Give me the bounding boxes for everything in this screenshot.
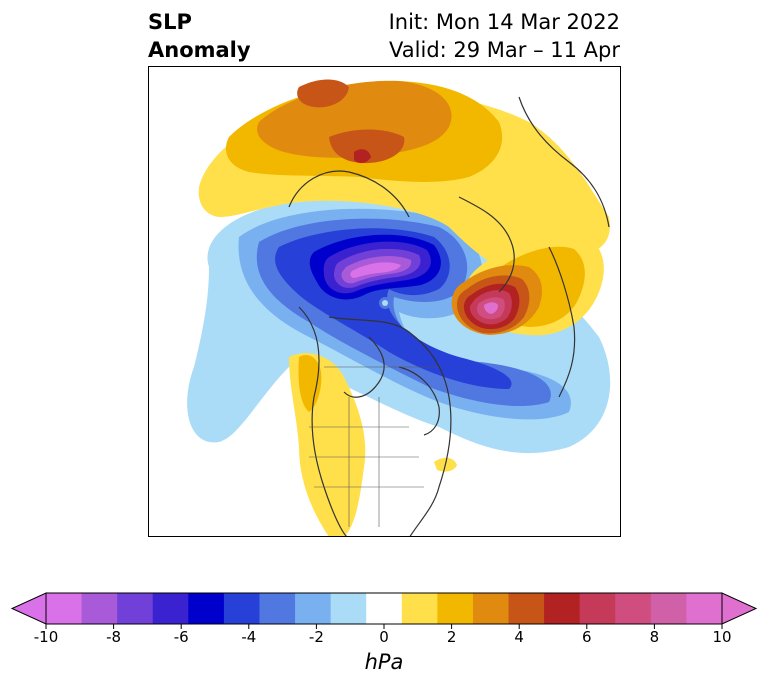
colorbar-segment (686, 593, 723, 624)
colorbar-segment (579, 593, 616, 624)
coastlines (288, 96, 610, 536)
colorbar-segment (152, 593, 189, 624)
state-borders (309, 366, 439, 527)
colorbar-tick-label: 0 (379, 628, 389, 646)
colorbar-tick-label: 8 (649, 628, 660, 646)
colorbar-segment (615, 593, 652, 624)
colorbar-tick-label: 6 (582, 628, 592, 646)
valid-range: Valid: 29 Mar – 11 Apr (389, 38, 620, 62)
contour-pos-4 (297, 79, 349, 108)
colorbar-tick-label: -2 (308, 628, 324, 646)
colorbar-extend-min (10, 592, 47, 625)
colorbar-extend-max (721, 592, 758, 625)
colorbar-segment (650, 593, 687, 624)
neutral-patch (149, 285, 171, 320)
small-low-core (382, 300, 388, 306)
init-date: Init: Mon 14 Mar 2022 (388, 10, 620, 34)
anomaly-map (148, 66, 621, 537)
colorbar-segment (330, 593, 367, 624)
title-right: Init: Mon 14 Mar 2022 Valid: 29 Mar – 11… (389, 8, 620, 64)
colorbar-segment (117, 593, 154, 624)
colorbar-segment (188, 593, 225, 624)
contour-pos-5 (354, 149, 371, 164)
map-svg (149, 79, 611, 536)
title-left: SLP Anomaly (148, 8, 251, 64)
colorbar-tick-label: -4 (241, 628, 257, 646)
contour-us-2 (298, 354, 322, 412)
colorbar-segment (437, 593, 474, 624)
contour-pac-8 (484, 302, 498, 314)
contour-pos-4b (329, 129, 405, 164)
colorbar-unit: hPa (364, 650, 404, 674)
colorbar-segment (81, 593, 118, 624)
colorbar-segment (259, 593, 296, 624)
contour-neg-9 (350, 262, 401, 278)
colorbar-tick-label: -6 (173, 628, 189, 646)
colorbar-segment (401, 593, 438, 624)
colorbar-tick-label: 2 (446, 628, 457, 646)
colorbar-tick-label: -10 (33, 628, 59, 646)
colorbar-tick-label: -8 (106, 628, 122, 646)
colorbar (10, 592, 758, 629)
colorbar-segment (223, 593, 260, 624)
colorbar-segment (544, 593, 581, 624)
title-type: Anomaly (148, 38, 251, 62)
title-variable: SLP (148, 10, 192, 34)
colorbar-segment (366, 593, 403, 624)
colorbar-tick-label: 10 (712, 628, 732, 646)
colorbar-segment (295, 593, 332, 624)
colorbar-segment (472, 593, 510, 624)
colorbar-tick-label: 4 (514, 628, 524, 646)
colorbar-segment (508, 593, 545, 624)
colorbar-segment (46, 593, 83, 624)
